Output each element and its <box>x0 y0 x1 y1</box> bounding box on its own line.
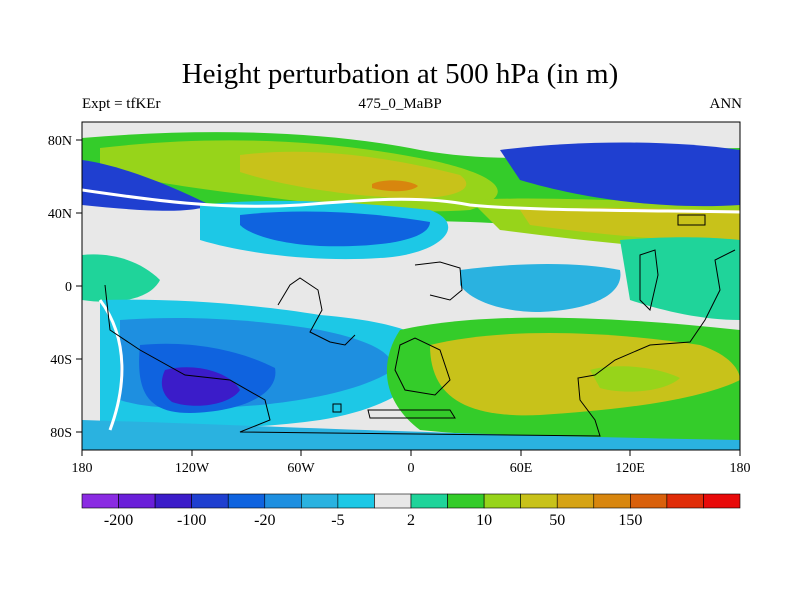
colorbar-labels: -200 -100 -20 -5 2 10 50 150 <box>104 512 642 529</box>
colorbar-swatch <box>301 493 339 509</box>
colorbar-swatch <box>483 493 521 509</box>
north-west-low <box>82 160 210 211</box>
north-mid-low-core <box>240 211 430 247</box>
season-label: ANN <box>709 96 743 112</box>
colorbar-swatch <box>410 493 448 509</box>
period-label: 475_0_MaBP <box>358 96 442 112</box>
colorbar-swatch <box>191 493 229 509</box>
south-ridge-green-patch <box>590 366 680 392</box>
tropical-green-east <box>620 237 740 320</box>
plot-title: Height perturbation at 500 hPa (in m) <box>181 58 619 90</box>
southern-ocean-outline <box>367 409 456 419</box>
colorbar-swatch <box>81 493 119 509</box>
coastlines <box>104 214 736 437</box>
colorbar-swatch <box>703 493 741 509</box>
south-america-outline <box>104 249 736 437</box>
africa-outline <box>277 277 356 346</box>
colorbar-swatch <box>374 493 412 509</box>
colorbar-swatch <box>593 493 631 509</box>
x-tick-label: 120E <box>615 461 645 476</box>
colorbar-label: -200 <box>104 512 133 529</box>
colorbar-swatch <box>227 493 266 509</box>
y-tick-labels: 80N 40N 0 40S 80S <box>48 134 72 441</box>
colorbar-swatch <box>264 493 302 509</box>
zero-contour-north <box>82 188 740 214</box>
tropical-cyan-east <box>460 264 621 312</box>
colorbar-swatch <box>630 493 668 509</box>
y-tick-label: 40N <box>48 207 72 222</box>
experiment-label: Expt = tfKEr <box>82 96 161 112</box>
x-tick-label: 180 <box>72 461 93 476</box>
y-tick-label: 0 <box>65 280 72 295</box>
x-tick-label: 60E <box>510 461 533 476</box>
colorbar-label: 10 <box>476 512 492 529</box>
y-tick-label: 80S <box>50 426 72 441</box>
colorbar-label: -100 <box>177 512 206 529</box>
antarctic-peninsula-outline <box>394 337 451 396</box>
south-yellow-ridge <box>430 332 740 416</box>
colorbar <box>81 493 741 509</box>
y-tick-label: 40S <box>50 353 72 368</box>
axis-ticks <box>76 139 741 456</box>
colorbar-swatch <box>337 493 375 509</box>
colorbar-swatch <box>556 493 595 509</box>
colorbar-label: 2 <box>407 512 415 529</box>
contour-field <box>82 122 740 450</box>
colorbar-swatch <box>520 493 558 509</box>
colorbar-swatch <box>447 493 485 509</box>
north-ridge-peak <box>372 180 418 192</box>
colorbar-swatch <box>154 493 192 509</box>
colorbar-label: 150 <box>618 512 642 529</box>
small-island <box>332 403 342 413</box>
x-tick-label: 60W <box>287 461 315 476</box>
colorbar-swatch <box>118 493 156 509</box>
south-polar-cyan <box>82 420 740 450</box>
x-tick-label: 120W <box>175 461 210 476</box>
north-east-low <box>500 142 740 207</box>
colorbar-swatch <box>666 493 704 509</box>
colorbar-label: -20 <box>254 512 275 529</box>
x-tick-labels: 180 120W 60W 0 60E 120E 180 <box>72 461 751 476</box>
y-tick-label: 80N <box>48 134 72 149</box>
south-low-core <box>161 367 240 406</box>
colorbar-label: 50 <box>549 512 565 529</box>
colorbar-label: -5 <box>331 512 344 529</box>
west-africa-outline <box>414 261 463 301</box>
x-tick-label: 180 <box>730 461 751 476</box>
x-tick-label: 0 <box>408 461 415 476</box>
east-yellow-north <box>520 207 740 241</box>
east-island-outline <box>639 249 659 311</box>
north-island-outline <box>677 214 706 226</box>
tropical-green-west <box>82 254 160 302</box>
